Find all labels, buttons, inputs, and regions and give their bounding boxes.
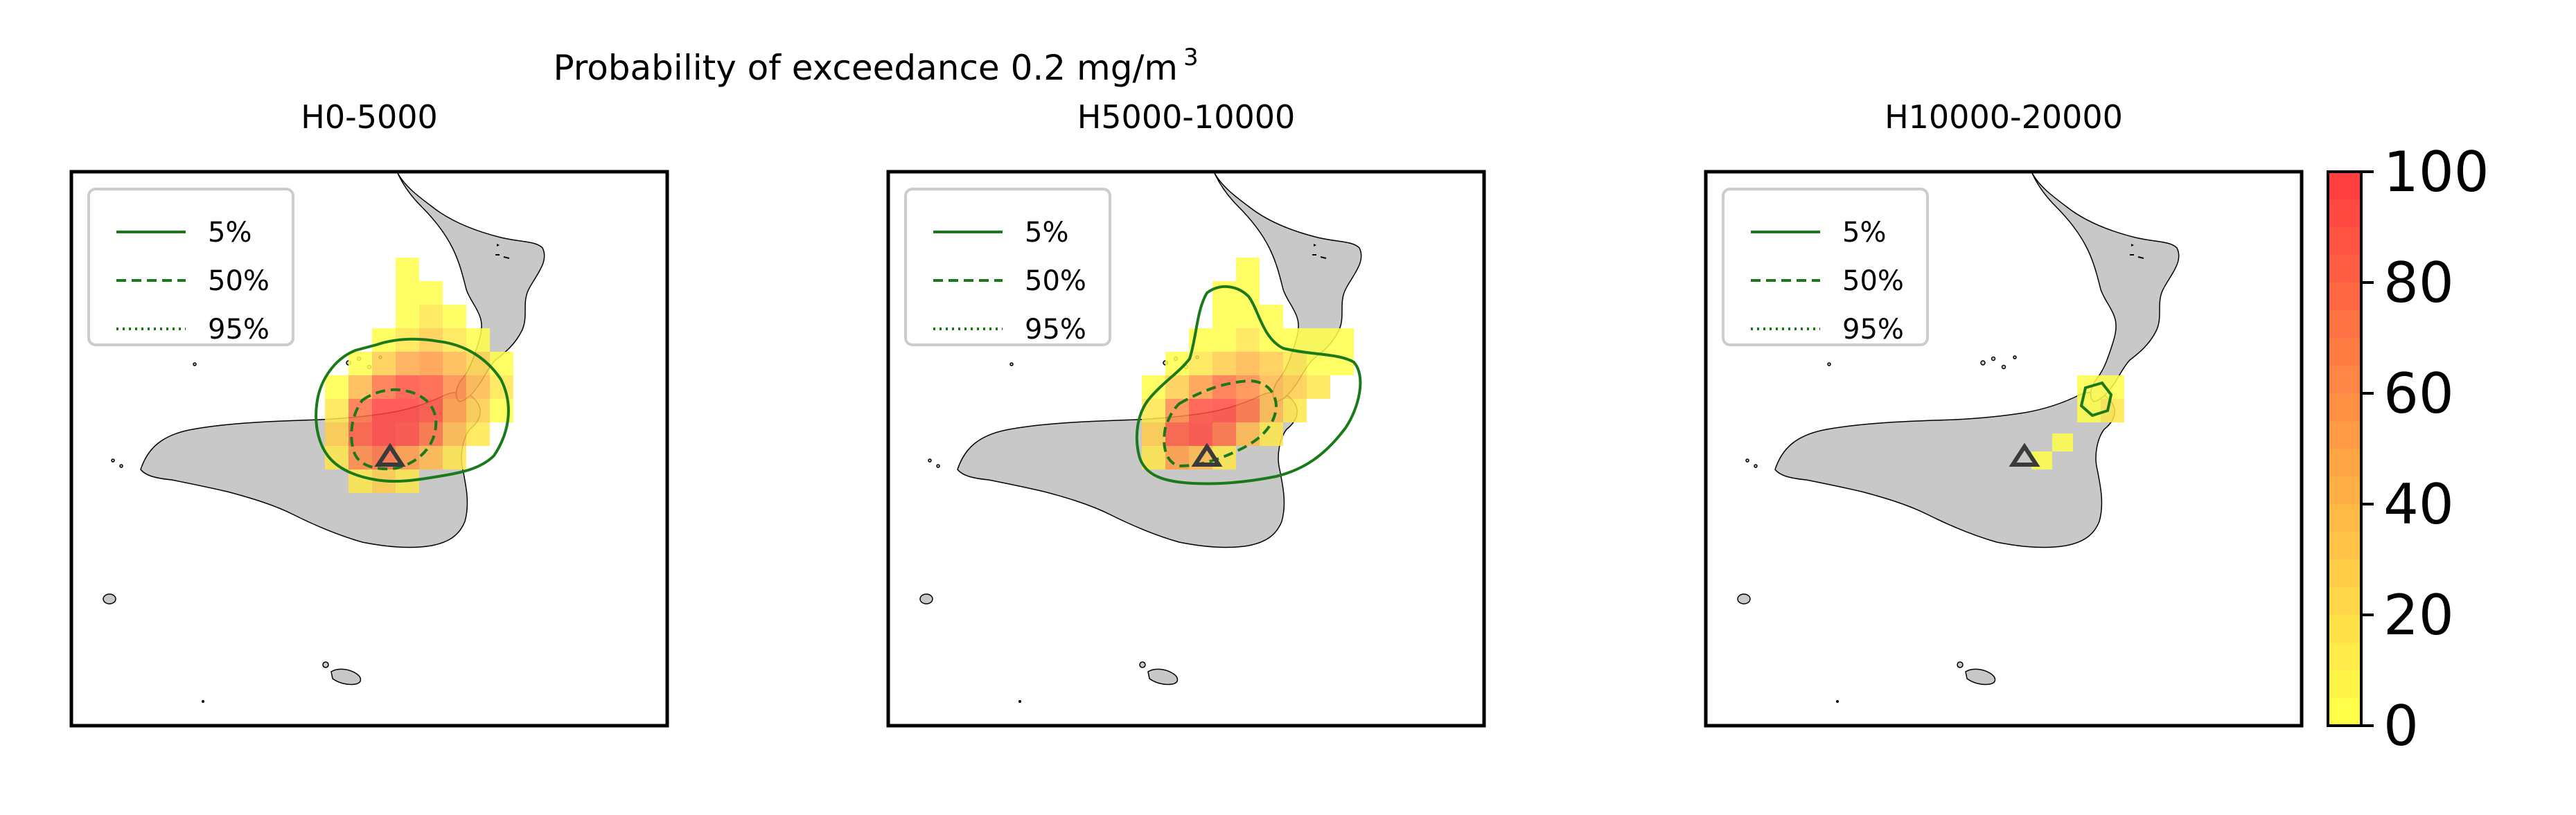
colorbar: 0 20 40 60 80 100 bbox=[2327, 140, 2489, 758]
legend: 5% 50% 95% bbox=[904, 188, 1111, 346]
figure-title-superscript: 3 bbox=[1183, 44, 1199, 71]
colorbar-band bbox=[2328, 615, 2361, 643]
colorbar-band bbox=[2328, 199, 2361, 228]
probability-field bbox=[1142, 258, 1354, 469]
colorbar-band bbox=[2328, 670, 2361, 699]
panel-title: H0-5000 bbox=[301, 98, 438, 136]
colorbar-band bbox=[2328, 227, 2361, 256]
colorbar-band bbox=[2328, 393, 2361, 422]
colorbar-band bbox=[2328, 559, 2361, 588]
colorbar-band bbox=[2328, 421, 2361, 449]
legend-label-5-percent: 5% bbox=[1842, 217, 1886, 249]
colorbar-band bbox=[2328, 476, 2361, 505]
colorbar-band bbox=[2328, 255, 2361, 283]
colorbar-band bbox=[2328, 338, 2361, 366]
colorbar-band bbox=[2328, 532, 2361, 560]
colorbar-tick-label: 100 bbox=[2383, 140, 2489, 204]
panel-h5000-10000: H5000-10000 bbox=[886, 98, 1486, 728]
legend-label-95-percent: 95% bbox=[208, 314, 270, 346]
colorbar-band bbox=[2328, 504, 2361, 532]
legend-label-5-percent: 5% bbox=[1025, 217, 1068, 249]
colorbar-band bbox=[2328, 283, 2361, 311]
colorbar-band bbox=[2328, 310, 2361, 339]
volcano-marker bbox=[2009, 442, 2040, 467]
legend-label-50-percent: 50% bbox=[208, 265, 270, 297]
contour-5-percent bbox=[1135, 285, 1362, 485]
colorbar-band bbox=[2328, 449, 2361, 477]
legend-label-50-percent: 50% bbox=[1025, 265, 1086, 297]
colorbar-band bbox=[2328, 698, 2361, 726]
colorbar-band bbox=[2328, 587, 2361, 616]
figure-title: Probability of exceedance 0.2 mg/m bbox=[553, 48, 1178, 88]
colorbar-tick-label: 80 bbox=[2383, 251, 2454, 315]
panel-h0-5000: H0-5000 bbox=[69, 98, 669, 728]
legend-label-50-percent: 50% bbox=[1842, 265, 1904, 297]
contour-50-percent bbox=[1163, 379, 1278, 468]
panel-title: H10000-20000 bbox=[1885, 98, 2123, 136]
panel-h10000-20000: H10000-20000 5% 50% 95% bbox=[1704, 98, 2304, 728]
colorbar-band bbox=[2328, 172, 2361, 200]
legend-label-95-percent: 95% bbox=[1025, 314, 1086, 346]
colorbar-band bbox=[2328, 643, 2361, 671]
volcano-marker bbox=[374, 442, 406, 467]
legend-label-5-percent: 5% bbox=[208, 217, 252, 249]
contour-50-percent bbox=[350, 388, 438, 471]
volcano-marker bbox=[1191, 442, 1223, 467]
legend: 5% 50% 95% bbox=[1722, 188, 1929, 346]
colorbar-tick-label: 20 bbox=[2383, 583, 2454, 647]
colorbar-band bbox=[2328, 366, 2361, 394]
colorbar-tick-label: 60 bbox=[2383, 361, 2454, 426]
panel-title: H5000-10000 bbox=[1077, 98, 1296, 136]
contour-5-percent bbox=[2079, 381, 2113, 418]
colorbar-tick-label: 40 bbox=[2383, 472, 2454, 537]
legend: 5% 50% 95% bbox=[87, 188, 294, 346]
legend-label-95-percent: 95% bbox=[1842, 314, 1904, 346]
contour-5-percent bbox=[315, 337, 510, 483]
colorbar-tick-label: 0 bbox=[2383, 694, 2419, 758]
